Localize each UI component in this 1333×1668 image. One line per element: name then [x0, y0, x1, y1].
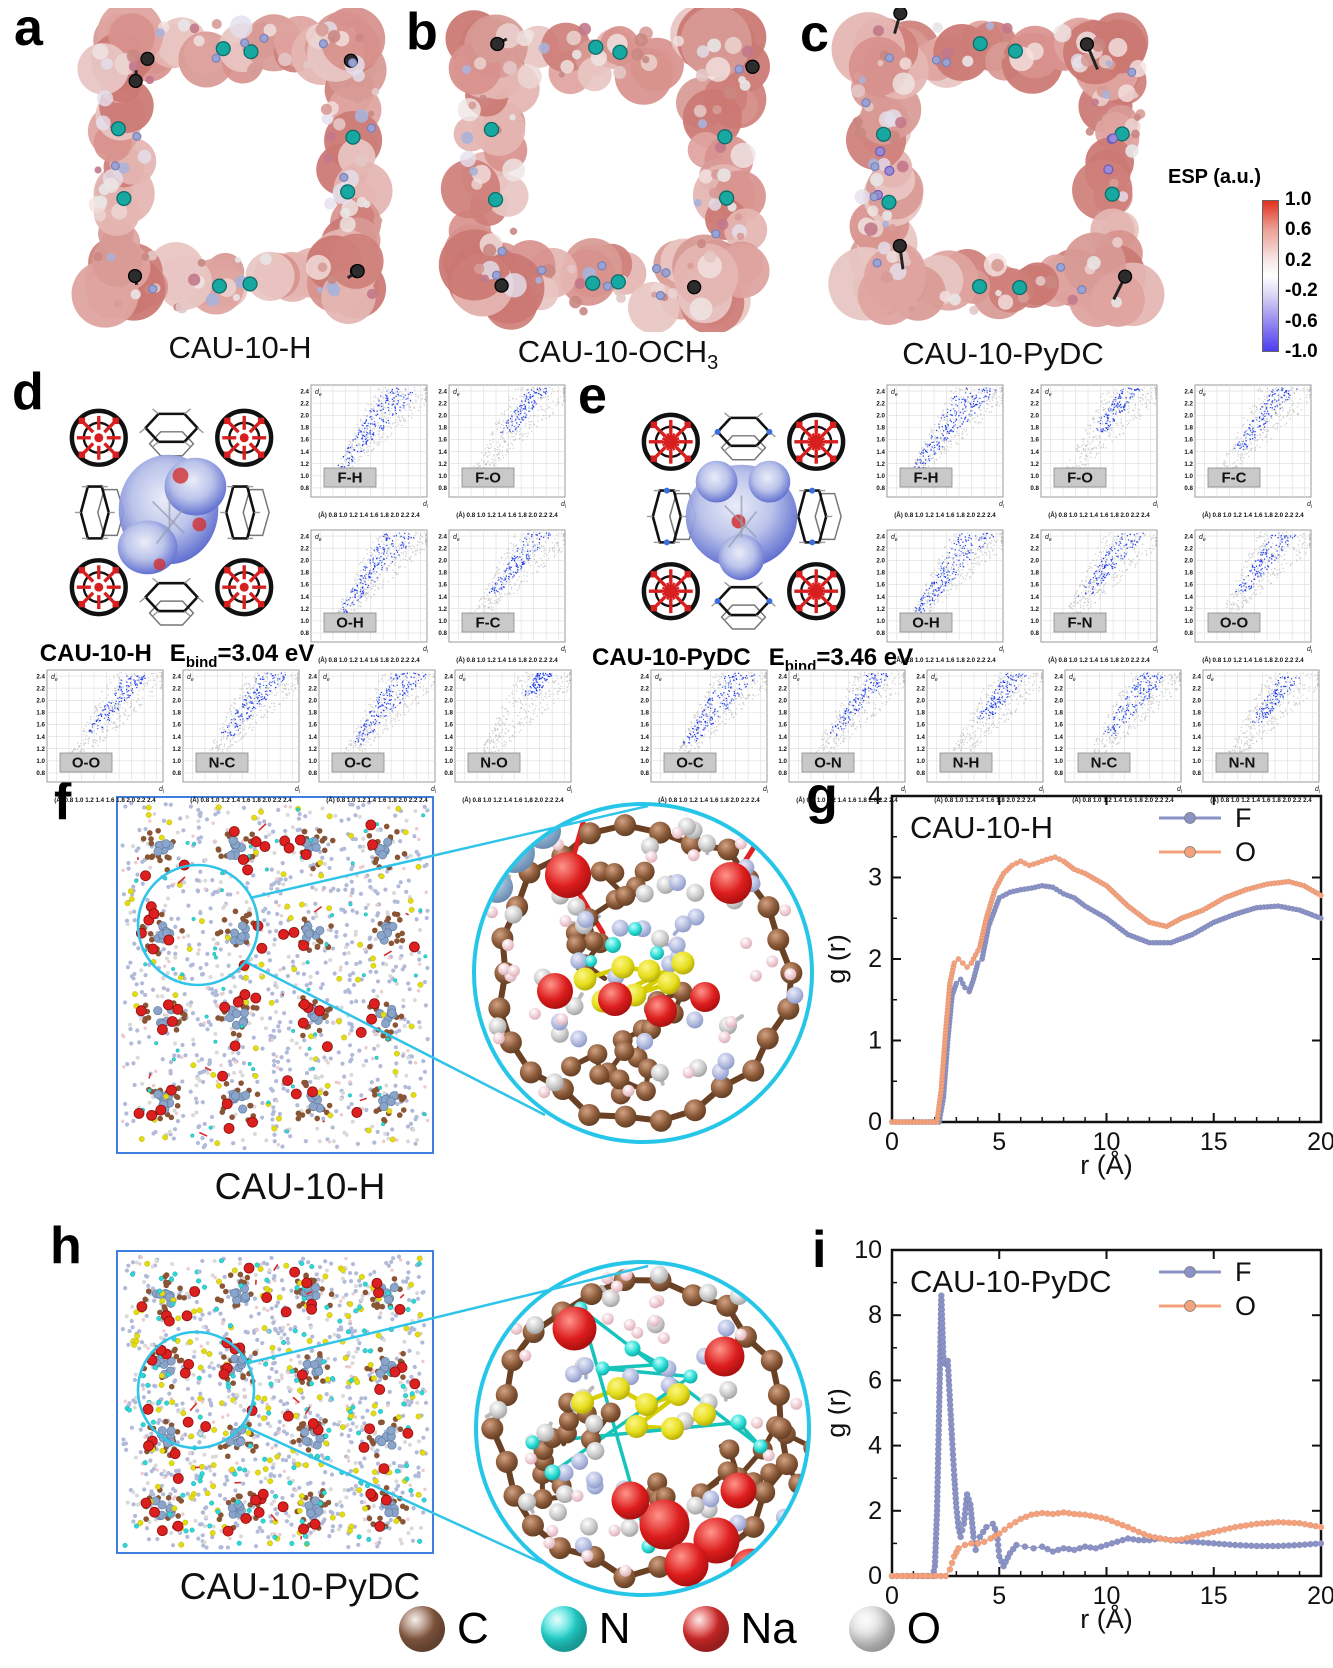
colorbar-gradient	[1262, 200, 1279, 352]
n-sphere-icon	[540, 1606, 587, 1652]
md-snapshot-h	[110, 1244, 440, 1560]
fingerprint-plot-f-o: 2.4 2.2 2.0 1.8 1.6 1.4 1.2 1.0 0.8 de di F-O (Å) 0.…	[436, 381, 570, 523]
atom-legend-label: N	[598, 1604, 631, 1653]
panel-letter-a: a	[14, 0, 43, 57]
y-tick-label: 2	[868, 945, 882, 973]
x-tick-label: 0	[885, 1582, 899, 1610]
y-tick-label: 3	[868, 864, 882, 892]
rdf-chart-g: 0 5 10 15 20 0 1 2 3 4 CAU-10-H r (Å) g (r) FO	[828, 782, 1333, 1180]
fingerprint-plot-n-n: 2.4 2.2 2.0 1.8 1.6 1.4 1.2 1.0 0.8 de di N-N (Å) 0.…	[1190, 666, 1324, 808]
colorbar-tick-label: -0.2	[1285, 280, 1318, 302]
x-tick-label: 15	[1200, 1582, 1228, 1610]
md-caption-f: CAU-10-H	[214, 1166, 386, 1207]
esp-caption-c: CAU-10-PyDC	[902, 336, 1104, 371]
x-axis-label: r (Å)	[1080, 1149, 1132, 1180]
y-axis-label: g (r)	[828, 1388, 851, 1438]
colorbar-tick-label: -0.6	[1285, 310, 1318, 332]
x-tick-label: 0	[885, 1128, 899, 1156]
fingerprint-plot-n-c: 2.4 2.2 2.0 1.8 1.6 1.4 1.2 1.0 0.8 de di N-C (Å) 0.…	[1052, 666, 1186, 808]
panel-letter-h: h	[50, 1217, 82, 1275]
o-sphere-icon	[848, 1606, 895, 1652]
md-inset-f	[472, 802, 814, 1144]
panel-letter-d: d	[12, 363, 44, 421]
hirshfeld-caption-e: CAU-10-PyDC Ebind=3.46 eV	[592, 644, 914, 675]
fingerprint-plot-f-n: 2.4 2.2 2.0 1.8 1.6 1.4 1.2 1.0 0.8 de di F-N (Å) 0.…	[1028, 526, 1162, 668]
colorbar-tick-label: 0.2	[1285, 249, 1312, 271]
panel-letter-b: b	[406, 3, 438, 61]
md-caption-h: CAU-10-PyDC	[179, 1566, 421, 1607]
y-tick-label: 2	[868, 1497, 882, 1525]
y-axis-label: g (r)	[828, 934, 851, 984]
fingerprint-plot-n-h: 2.4 2.2 2.0 1.8 1.6 1.4 1.2 1.0 0.8 de di N-H (Å) 0.…	[914, 666, 1048, 808]
y-tick-label: 10	[854, 1236, 882, 1264]
c-sphere-icon	[398, 1606, 445, 1652]
rdf-chart-i: 0 5 10 15 20 0 2 4 6 8 10 CAU-10-PyDC r (Å) g (r) FO	[828, 1236, 1333, 1634]
x-tick-label: 10	[1093, 1582, 1121, 1610]
esp-surface-image-c	[828, 8, 1165, 327]
panel-letter-i: i	[812, 1221, 827, 1279]
x-axis-label: r (Å)	[1080, 1603, 1132, 1634]
colorbar-tick-label: -1.0	[1285, 341, 1318, 362]
fingerprint-plot-o-h: 2.4 2.2 2.0 1.8 1.6 1.4 1.2 1.0 0.8 de di O-H (Å) 0.…	[298, 526, 432, 668]
fingerprint-plot-f-h: 2.4 2.2 2.0 1.8 1.6 1.4 1.2 1.0 0.8 de di F-H (Å) 0.…	[298, 381, 432, 523]
atom-legend-label: C	[456, 1604, 489, 1653]
y-tick-label: 8	[868, 1301, 882, 1329]
fingerprint-plot-f-o: 2.4 2.2 2.0 1.8 1.6 1.4 1.2 1.0 0.8 de di F-O (Å) 0.…	[1028, 381, 1162, 523]
md-snapshot-f	[110, 790, 440, 1160]
legend-label: O	[1235, 1291, 1256, 1321]
fingerprint-plot-n-c: 2.4 2.2 2.0 1.8 1.6 1.4 1.2 1.0 0.8 de di N-C (Å) 0.…	[170, 666, 304, 808]
atom-legend-item-c: C	[398, 1604, 489, 1654]
esp-caption-a: CAU-10-H	[168, 330, 312, 365]
y-tick-label: 4	[868, 782, 882, 810]
esp-surface-image-a	[71, 8, 393, 328]
panel-letter-c: c	[800, 5, 829, 63]
esp-caption-b: CAU-10-OCH3	[517, 334, 719, 374]
x-tick-label: 10	[1093, 1128, 1121, 1156]
fingerprint-plot-f-h: 2.4 2.2 2.0 1.8 1.6 1.4 1.2 1.0 0.8 de di F-H (Å) 0.…	[874, 381, 1008, 523]
x-tick-label: 5	[992, 1128, 1006, 1156]
fingerprint-plot-o-o: 2.4 2.2 2.0 1.8 1.6 1.4 1.2 1.0 0.8 de di O-O (Å) 0.…	[34, 666, 168, 808]
legend-label: O	[1235, 837, 1256, 867]
colorbar-title: ESP (a.u.)	[1168, 166, 1261, 188]
md-inset-h	[474, 1260, 811, 1597]
chart-title: CAU-10-PyDC	[910, 1264, 1112, 1299]
atom-legend-item-na: Na	[682, 1604, 797, 1654]
atom-legend-label: O	[906, 1604, 942, 1653]
legend-label: F	[1235, 803, 1252, 833]
esp-surface-image-b	[438, 8, 771, 332]
fingerprint-plot-f-c: 2.4 2.2 2.0 1.8 1.6 1.4 1.2 1.0 0.8 de di F-C (Å) 0.…	[436, 526, 570, 668]
na-sphere-icon	[682, 1606, 729, 1652]
fingerprint-plot-f-c: 2.4 2.2 2.0 1.8 1.6 1.4 1.2 1.0 0.8 de di F-C (Å) 0.…	[1182, 381, 1316, 523]
fingerprint-plot-o-c: 2.4 2.2 2.0 1.8 1.6 1.4 1.2 1.0 0.8 de di O-C (Å) 0.…	[306, 666, 440, 808]
atom-legend-label: Na	[740, 1604, 797, 1653]
esp-colorbar: ESP (a.u.) 1.0 0.6 0.2 -0.2 -0.6 -1.0	[1168, 166, 1333, 376]
atom-legend-item-o: O	[848, 1604, 942, 1654]
hirshfeld-framework-d	[69, 408, 274, 626]
atom-legend: C N Na O	[300, 1598, 1040, 1660]
chart-title: CAU-10-H	[910, 810, 1053, 845]
fingerprint-plot-o-n: 2.4 2.2 2.0 1.8 1.6 1.4 1.2 1.0 0.8 de di O-N (Å) 0.…	[776, 666, 910, 808]
y-tick-label: 4	[868, 1432, 882, 1460]
x-tick-label: 15	[1200, 1128, 1228, 1156]
fingerprint-plot-o-c: 2.4 2.2 2.0 1.8 1.6 1.4 1.2 1.0 0.8 de di O-C (Å) 0.…	[638, 666, 772, 808]
colorbar-tick-label: 1.0	[1285, 189, 1312, 210]
fingerprint-plot-o-h: 2.4 2.2 2.0 1.8 1.6 1.4 1.2 1.0 0.8 de di O-H (Å) 0.…	[874, 526, 1008, 668]
x-tick-label: 20	[1307, 1582, 1333, 1610]
x-tick-label: 5	[992, 1582, 1006, 1610]
y-tick-label: 1	[868, 1027, 882, 1055]
hirshfeld-caption-d: CAU-10-H Ebind=3.04 eV	[39, 640, 315, 671]
y-tick-label: 0	[868, 1562, 882, 1590]
fingerprint-plot-n-o: 2.4 2.2 2.0 1.8 1.6 1.4 1.2 1.0 0.8 de di N-O (Å) 0.…	[442, 666, 576, 808]
legend-label: F	[1235, 1257, 1252, 1287]
fingerprint-plot-o-o: 2.4 2.2 2.0 1.8 1.6 1.4 1.2 1.0 0.8 de di O-O (Å) 0.…	[1182, 526, 1316, 668]
y-tick-label: 0	[868, 1108, 882, 1136]
panel-letter-e: e	[578, 367, 607, 425]
panel-letter-f: f	[54, 773, 72, 831]
atom-legend-item-n: N	[540, 1604, 631, 1654]
colorbar-tick-label: 0.6	[1285, 219, 1312, 241]
x-tick-label: 20	[1307, 1128, 1333, 1156]
y-tick-label: 6	[868, 1366, 882, 1394]
hirshfeld-framework-e	[641, 412, 846, 630]
